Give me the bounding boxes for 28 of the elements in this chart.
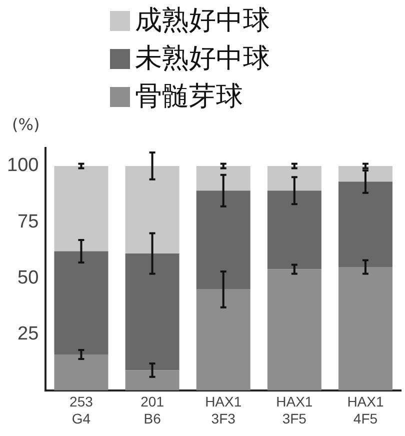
y-tick-label: 100 xyxy=(7,155,39,176)
legend-label: 未熟好中球 xyxy=(135,42,270,76)
bar xyxy=(196,190,250,290)
x-tick-label: 253 G4 xyxy=(70,394,94,426)
bar xyxy=(54,251,108,354)
legend-label: 骨髄芽球 xyxy=(135,80,243,114)
bar xyxy=(338,266,392,390)
bar xyxy=(267,269,322,390)
y-tick-label: 25 xyxy=(18,324,39,345)
x-tick-label: 201 B6 xyxy=(140,394,164,426)
bar xyxy=(125,166,180,254)
bar xyxy=(125,370,180,390)
y-axis-title: (%) xyxy=(12,115,40,134)
bar xyxy=(338,182,392,267)
bar xyxy=(338,166,392,182)
y-tick-label: 50 xyxy=(18,267,39,288)
x-tick-label: HAX1 3F5 xyxy=(276,394,313,426)
bar xyxy=(196,166,250,191)
bar xyxy=(196,289,250,390)
legend-label: 成熟好中球 xyxy=(135,4,270,38)
x-tick-label: HAX1 3F3 xyxy=(205,394,242,426)
x-tick-label: HAX1 4F5 xyxy=(347,394,384,426)
y-tick-label: 75 xyxy=(18,211,39,232)
bar xyxy=(267,166,322,191)
bar xyxy=(54,166,108,252)
bar xyxy=(125,253,180,370)
bar xyxy=(54,354,108,390)
bar xyxy=(267,190,322,270)
